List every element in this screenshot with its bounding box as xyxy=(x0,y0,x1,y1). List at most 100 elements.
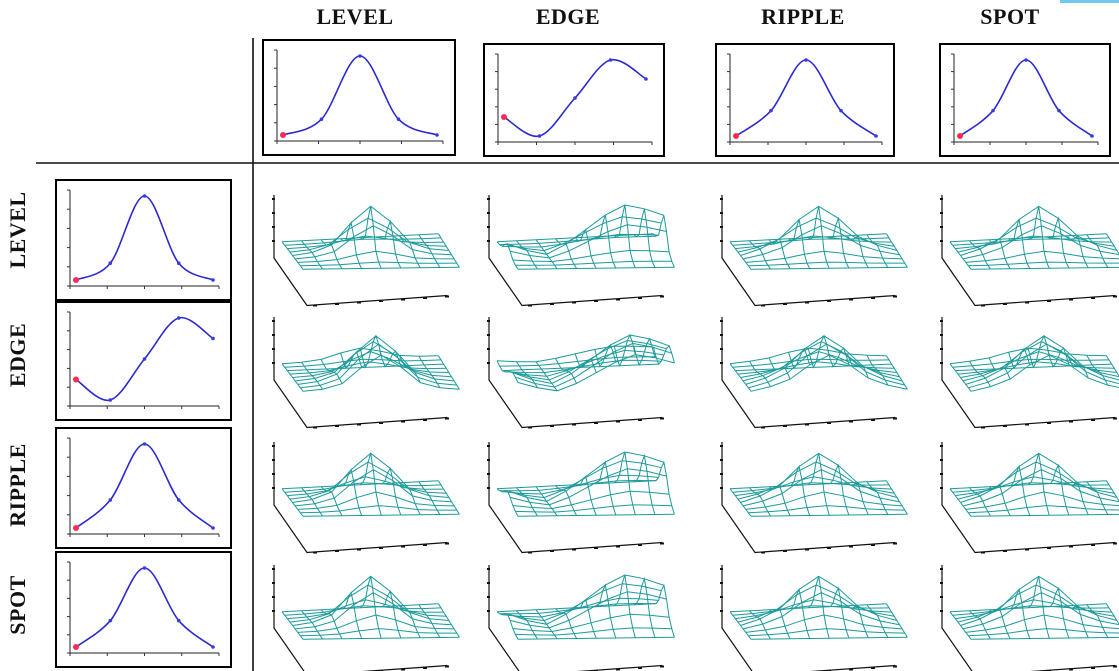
profile-point xyxy=(176,618,181,623)
mesh-line xyxy=(949,241,972,270)
surface-tick xyxy=(272,240,275,242)
surface-tick xyxy=(720,610,723,612)
mesh-line xyxy=(965,614,1119,633)
mesh-line xyxy=(555,608,578,639)
mesh-line xyxy=(740,205,898,256)
surface-tick xyxy=(871,297,875,299)
surface-tick xyxy=(940,473,943,475)
surface-tick xyxy=(720,240,723,242)
surface-tick xyxy=(550,303,554,305)
profile-first-point xyxy=(733,133,739,139)
mesh-line xyxy=(359,334,382,369)
surface-axes xyxy=(941,565,1116,671)
surface-tick xyxy=(1047,422,1051,424)
surface-tick xyxy=(1113,295,1117,298)
surface-tick xyxy=(849,668,853,671)
mesh-line xyxy=(437,480,460,515)
mesh-line xyxy=(633,453,656,515)
mesh-line xyxy=(866,604,889,638)
surface-tick xyxy=(616,545,620,548)
surface-tick xyxy=(272,582,275,584)
profile-point xyxy=(839,108,843,113)
surface-tick xyxy=(594,300,598,302)
surface-tick xyxy=(660,665,664,668)
mesh-line xyxy=(885,233,908,268)
surface-axes xyxy=(941,317,1116,429)
surface-tick xyxy=(940,226,943,228)
surface-tick xyxy=(1091,419,1095,421)
surface-tick xyxy=(660,417,664,420)
mesh-line xyxy=(1105,603,1119,625)
mesh-line xyxy=(768,608,791,640)
profile-point xyxy=(991,108,995,113)
mesh-line xyxy=(281,363,304,392)
surface-tick xyxy=(783,303,787,305)
mesh-line xyxy=(653,460,675,515)
mesh-line xyxy=(729,488,752,517)
panel-frame xyxy=(55,427,232,549)
mesh-line xyxy=(1086,604,1109,638)
mesh-line xyxy=(827,463,850,516)
surface-tick xyxy=(487,362,490,364)
mesh-line xyxy=(594,214,617,269)
surface-tick xyxy=(783,425,787,427)
surface-tick xyxy=(1113,665,1117,668)
surface-tick xyxy=(720,473,723,475)
surface-tick xyxy=(805,423,809,426)
mesh-line xyxy=(735,476,892,497)
profile-point xyxy=(608,58,613,62)
mesh-line xyxy=(535,239,558,270)
mesh-line xyxy=(729,241,752,270)
mesh-line xyxy=(379,219,402,269)
surface-tick xyxy=(594,547,598,549)
mesh-line xyxy=(281,611,304,640)
surface-tick xyxy=(487,473,490,475)
surface-tick xyxy=(827,300,831,302)
surface-tick xyxy=(660,295,664,298)
surface-tick xyxy=(981,551,985,554)
surface-tick xyxy=(357,423,361,426)
mesh-line xyxy=(340,591,363,639)
mesh-line xyxy=(788,219,811,269)
surface-tick xyxy=(528,304,532,307)
surface-tick xyxy=(272,568,275,570)
mesh-line xyxy=(398,235,421,269)
panel-frame xyxy=(55,301,232,421)
mesh-line xyxy=(955,599,1112,620)
surface-tick xyxy=(940,568,943,570)
surface-tick xyxy=(445,542,449,545)
mesh-line xyxy=(807,576,830,639)
surface-tick xyxy=(487,487,490,489)
surface-tick xyxy=(272,212,275,214)
mesh-line xyxy=(768,357,791,380)
surface-tick xyxy=(720,362,723,364)
mesh-line xyxy=(398,482,421,516)
surface-tick xyxy=(827,422,831,424)
mesh-line xyxy=(960,205,1118,256)
surface-tick xyxy=(313,551,317,554)
profile-point xyxy=(435,133,439,137)
surface-tick xyxy=(660,542,664,545)
surface-tick xyxy=(1091,297,1095,299)
surface-tick xyxy=(940,212,943,214)
top-level-profile-panel xyxy=(262,39,456,156)
surface-tick xyxy=(272,362,275,364)
mesh-line xyxy=(866,234,889,268)
surface-tick xyxy=(805,548,809,551)
surface-tick xyxy=(761,426,765,429)
profile-point xyxy=(176,498,181,502)
profile-point xyxy=(176,316,181,320)
surface-ripple-edge xyxy=(487,442,675,554)
surface-ripple-spot xyxy=(940,442,1119,554)
mesh-line xyxy=(398,605,421,639)
surface-tick xyxy=(720,445,723,447)
profile-first-point xyxy=(957,133,963,139)
profile-point xyxy=(573,96,577,100)
surface-tick xyxy=(940,445,943,447)
mesh-line xyxy=(969,361,991,387)
profile-point xyxy=(537,134,542,138)
mesh-line xyxy=(885,603,908,638)
surface-tick xyxy=(445,295,449,298)
surface-edge-spot xyxy=(940,317,1119,429)
